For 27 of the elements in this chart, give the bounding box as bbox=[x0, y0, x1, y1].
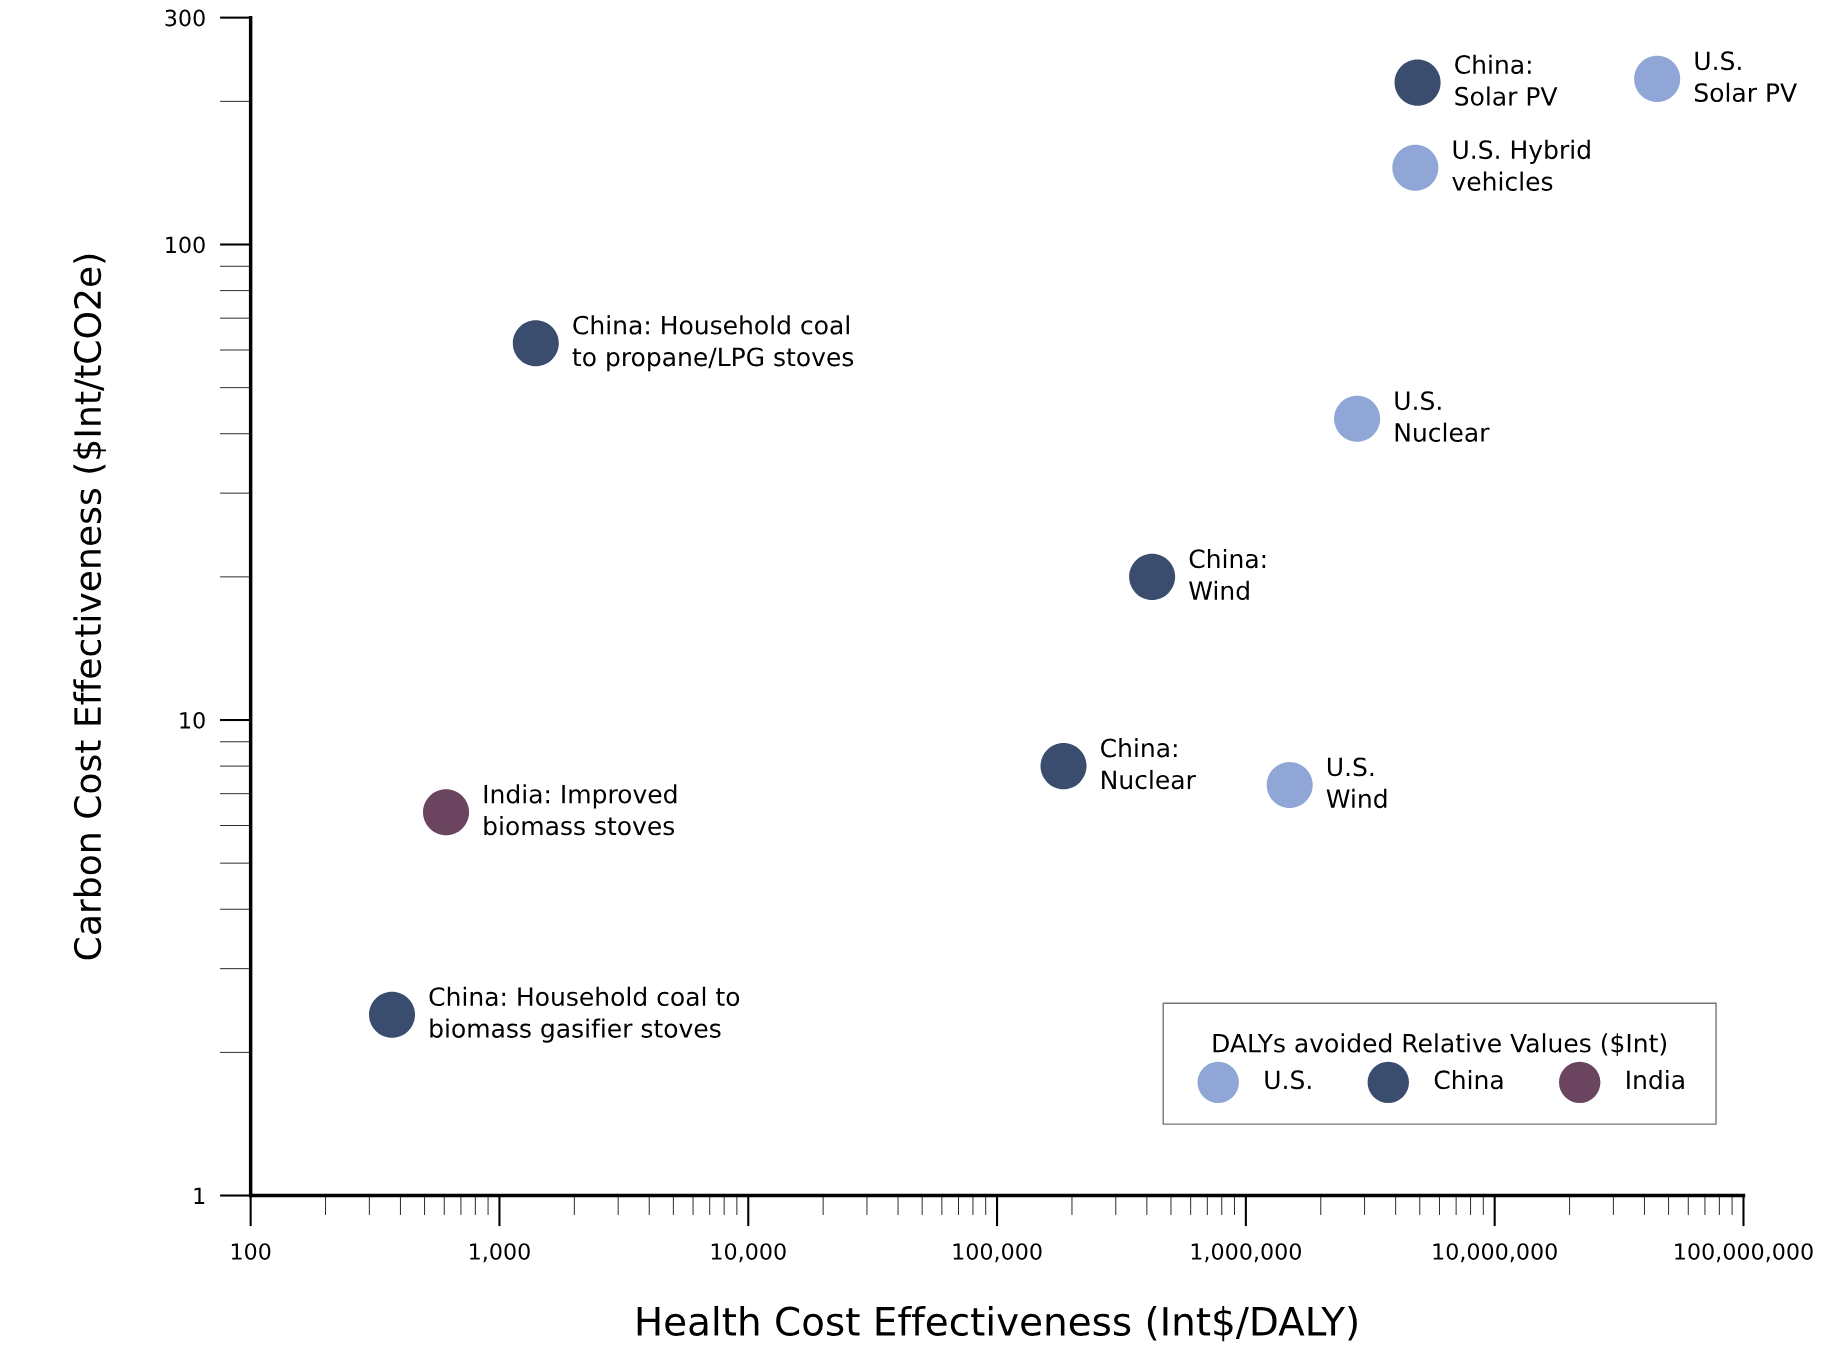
legend-title: DALYs avoided Relative Values ($Int) bbox=[1213, 1033, 1666, 1056]
annotation: U.S. Nuclear bbox=[1395, 391, 1490, 442]
x-tick-label: 100,000 bbox=[953, 1243, 1042, 1263]
x-tick-label: 100 bbox=[231, 1243, 271, 1260]
annotation: U.S. Solar PV bbox=[1694, 51, 1797, 103]
y-tick-label: 300 bbox=[165, 9, 205, 27]
y-tick-label: 100 bbox=[166, 236, 205, 254]
annotation: China: Wind bbox=[1189, 548, 1266, 601]
x-tick-label: 100,000,000 bbox=[1675, 1243, 1813, 1263]
annotation: China: Nuclear bbox=[1101, 738, 1196, 790]
annotation: India: Improved biomass stoves bbox=[484, 784, 677, 836]
x-tick-label: 10,000,000 bbox=[1433, 1243, 1557, 1263]
x-tick-label: 1,000,000 bbox=[1191, 1243, 1301, 1263]
legend-label: India bbox=[1627, 1069, 1684, 1090]
legend-label: U.S. bbox=[1265, 1070, 1311, 1090]
y-tick-label: 10 bbox=[180, 711, 205, 729]
x-tick-label: 1,000 bbox=[470, 1243, 530, 1263]
x-axis-title: Health Cost Effectiveness (Int$/DALY) bbox=[637, 1305, 1357, 1342]
y-tick-label: 1 bbox=[194, 1187, 205, 1204]
annotation: U.S. Hybrid vehicles bbox=[1452, 139, 1590, 191]
annotation: China: Solar PV bbox=[1455, 54, 1558, 106]
annotation: U.S. Wind bbox=[1326, 757, 1387, 809]
y-axis-title: Carbon Cost Effectiveness ($Int/tCO2e) bbox=[73, 254, 107, 960]
legend-label: China bbox=[1434, 1069, 1503, 1090]
annotation: China: Household coal to biomass gasifier stoves bbox=[429, 986, 740, 1043]
x-tick-label: 10,000 bbox=[711, 1243, 786, 1263]
annotation: China: Household coal to propane/LPG stoves bbox=[572, 315, 854, 372]
